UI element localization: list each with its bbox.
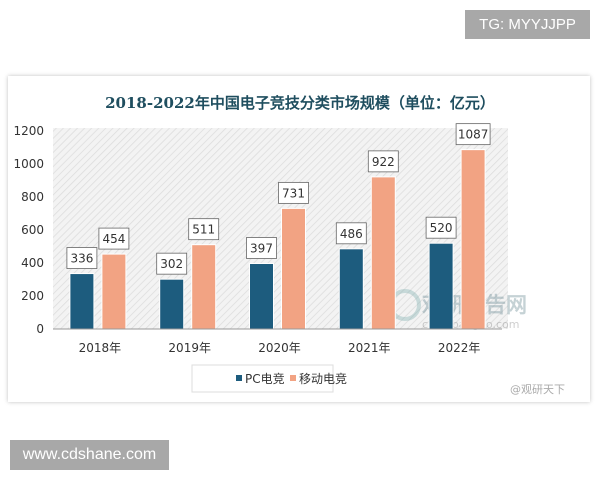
y-tick-label: 600 [21,223,44,237]
bar-pc [249,262,274,330]
x-tick-label: 2022年 [438,341,481,355]
x-tick-label: 2021年 [348,341,391,355]
data-label-box [156,252,188,275]
x-tick-label: 2018年 [79,341,122,355]
y-tick-label: 0 [36,322,44,336]
data-label: 1087 [458,128,489,142]
data-label-box [455,123,491,146]
legend: PC电竞 移动电竞 [191,364,347,393]
data-label: 336 [70,252,93,266]
x-tick-label: 2020年 [258,341,301,355]
data-label: 397 [250,241,273,255]
bar-pc [159,278,185,330]
bar-mobile [191,244,217,330]
watermark-site: www.cdshane.com [10,440,169,470]
y-tick-label: 200 [21,289,44,303]
bar-mobile [281,207,306,330]
y-tick-label: 400 [21,256,44,270]
legend-swatch-mobile [290,375,296,381]
bar-pc [338,248,364,330]
watermark-tg: TG: MYYJJPP [465,10,590,39]
bar-pc [428,242,454,330]
bar-mobile [370,176,396,330]
data-label-box [367,150,399,173]
data-label: 511 [192,223,215,237]
data-label-box [246,237,277,259]
data-label: 486 [340,227,363,241]
legend-swatch-pc [236,375,242,381]
data-label-box [66,247,98,269]
data-label: 454 [102,232,125,246]
data-label: 302 [160,257,183,271]
y-tick-label: 1000 [13,157,44,171]
data-label-box [278,181,309,204]
data-label-box [98,227,130,250]
chart-title: 2018-2022年中国电子竞技分类市场规模（单位：亿元） [105,94,495,112]
data-label: 520 [430,221,453,235]
bar-pc [69,273,95,330]
data-label-box [425,216,457,239]
y-tick-label: 1200 [13,124,44,138]
bar-mobile [460,149,486,330]
corner-watermark: @观研天下 [510,383,565,396]
data-label-box [188,218,220,241]
data-label: 922 [372,155,395,169]
bar-mobile [101,253,127,330]
legend-box [191,364,334,393]
data-label: 731 [282,186,305,200]
y-tick-label: 800 [21,190,44,204]
x-tick-label: 2019年 [168,341,211,355]
data-label-box [335,222,367,245]
legend-label-pc: PC电竞 [245,372,285,386]
legend-label-mobile: 移动电竞 [299,372,347,386]
